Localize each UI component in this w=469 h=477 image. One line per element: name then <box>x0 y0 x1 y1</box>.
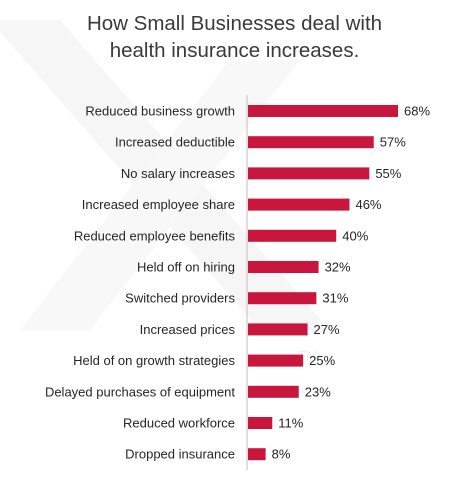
category-label: Increased employee share <box>82 197 235 212</box>
bar <box>248 292 317 305</box>
category-label: Held off on hiring <box>137 260 235 275</box>
data-label: 57% <box>380 135 406 150</box>
bar <box>248 448 266 461</box>
category-label: Held of on growth strategies <box>73 353 235 368</box>
data-label: 11% <box>278 416 303 431</box>
data-label: 27% <box>314 322 340 337</box>
data-label: 46% <box>355 197 381 212</box>
category-label: Reduced business growth <box>85 104 235 119</box>
bar <box>248 198 350 211</box>
data-label: 55% <box>375 166 401 181</box>
chart-title-line-1: How Small Businesses deal with <box>86 12 383 35</box>
bar <box>248 136 374 149</box>
data-label: 40% <box>342 228 368 243</box>
bar <box>248 261 319 273</box>
bar <box>248 167 370 180</box>
category-label: Delayed purchases of equipment <box>45 384 235 399</box>
data-label: 23% <box>305 384 331 399</box>
bar <box>248 229 337 242</box>
category-label: Increased deductible <box>115 135 235 150</box>
data-label: 31% <box>322 291 348 306</box>
category-label: Switched providers <box>125 291 235 306</box>
bar <box>248 105 398 117</box>
bar <box>248 323 308 336</box>
category-label: Dropped insurance <box>125 447 235 462</box>
category-label: Increased prices <box>140 322 236 337</box>
chart-title: How Small Businesses deal with health in… <box>0 10 469 64</box>
category-label: Reduced employee benefits <box>74 228 236 243</box>
bar <box>248 354 304 367</box>
category-label: Reduced workforce <box>123 416 235 431</box>
data-label: 68% <box>404 104 430 119</box>
data-label: 25% <box>309 353 335 368</box>
data-label: 8% <box>272 447 291 462</box>
bar <box>248 417 273 429</box>
bar <box>248 385 299 398</box>
chart-title-line-2: health insurance increases. <box>109 39 360 62</box>
data-label: 32% <box>325 260 351 275</box>
category-label: No salary increases <box>121 166 236 181</box>
